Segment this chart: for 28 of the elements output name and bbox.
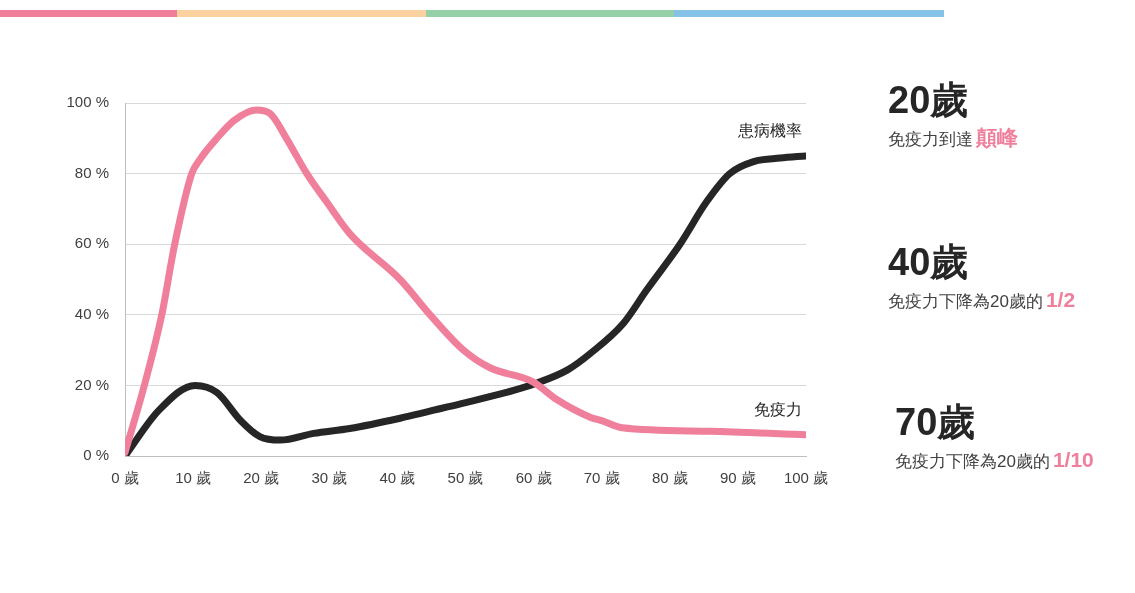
y-tick-label: 40 %	[74, 304, 109, 322]
y-tick-label: 0 %	[83, 446, 109, 464]
x-tick-label: 50 歲	[447, 469, 484, 487]
x-tick-label: 100 歲	[783, 469, 829, 487]
x-tick-label: 30 歲	[311, 469, 348, 487]
text: 1/10	[1052, 448, 1094, 471]
x-tick-label: 70 歲	[583, 469, 620, 487]
y-tick-label: 80 %	[74, 163, 109, 181]
x-tick-label: 40 歲	[379, 469, 416, 487]
text: 40歲	[888, 240, 970, 284]
x-tick-label: 90 歲	[719, 469, 756, 487]
text: 免疫力下降為20歲的	[895, 452, 1050, 471]
x-tick-label: 0 歲	[111, 469, 139, 487]
x-tick-label: 20 歲	[243, 469, 280, 487]
y-tick-label: 100 %	[66, 93, 109, 111]
text: 顛峰	[976, 126, 1018, 149]
series-label: 免疫力	[754, 401, 802, 419]
x-tick-label: 80 歲	[651, 469, 688, 487]
text: 1/2	[1045, 288, 1076, 311]
text: 免疫力下降為20歲的	[888, 292, 1043, 311]
x-tick-label: 10 歲	[175, 469, 212, 487]
text: 免疫力到達	[888, 130, 973, 149]
x-tick-label: 60 歲	[515, 469, 552, 487]
series-label: 患病機率	[737, 122, 802, 140]
text: 20歲	[888, 78, 970, 122]
y-tick-label: 20 %	[74, 375, 109, 393]
y-tick-label: 60 %	[74, 234, 109, 252]
text: 70歲	[895, 400, 977, 444]
